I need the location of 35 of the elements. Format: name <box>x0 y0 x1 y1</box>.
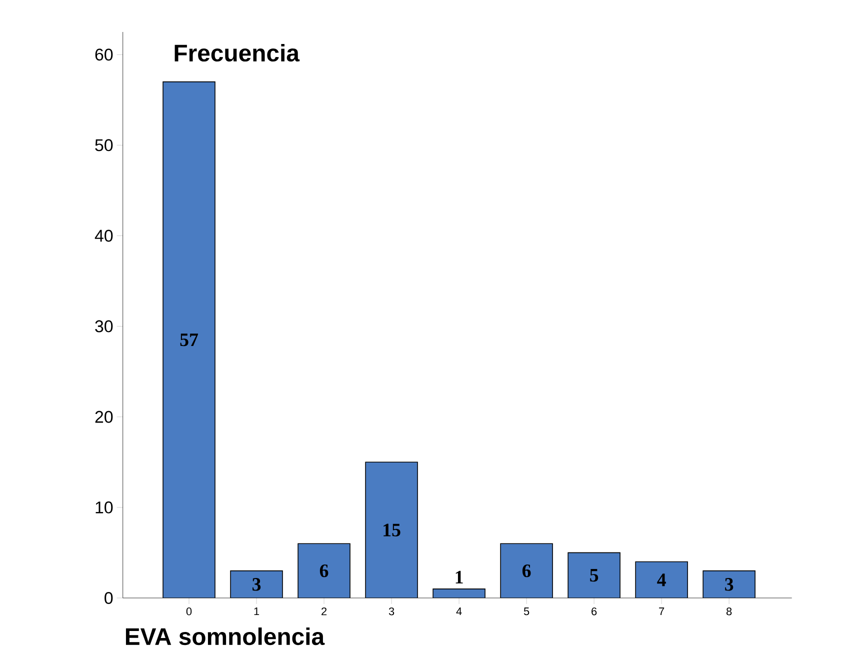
bar <box>568 552 620 598</box>
x-tick-label: 2 <box>322 608 327 616</box>
y-tick-label: 50 <box>95 139 113 152</box>
data-label: 5 <box>590 569 598 582</box>
data-label: 6 <box>320 564 328 578</box>
bar <box>230 570 283 598</box>
data-label: 3 <box>725 578 734 591</box>
x-tick-label: 3 <box>388 608 394 616</box>
y-tick-label: 30 <box>95 320 113 332</box>
bar <box>365 462 418 598</box>
y-axis-title: Frecuencia <box>174 44 300 62</box>
y-tick-label: 60 <box>95 48 113 61</box>
x-tick-label: 7 <box>659 608 664 616</box>
data-label: 1 <box>456 570 463 584</box>
bar <box>162 81 216 598</box>
x-tick-label: 1 <box>254 608 260 616</box>
data-label: 15 <box>384 524 400 536</box>
data-label: 57 <box>180 334 198 346</box>
bar <box>500 543 553 598</box>
bar <box>702 570 756 598</box>
y-tick-label: 40 <box>94 230 113 242</box>
y-tick-label: 20 <box>95 410 113 423</box>
data-label: 4 <box>657 574 666 586</box>
data-label: 6 <box>522 564 531 578</box>
x-axis-title: EVA somnolencia <box>126 628 325 646</box>
bar <box>635 561 688 598</box>
x-tick-label: 8 <box>726 608 732 616</box>
y-tick-label: 0 <box>104 592 113 604</box>
x-tick-label: 5 <box>524 608 530 616</box>
bar <box>298 543 350 598</box>
y-tick-label: 10 <box>96 501 113 514</box>
x-tick-label: 6 <box>592 608 597 616</box>
x-tick-label: 4 <box>456 608 462 616</box>
data-label: 3 <box>252 578 261 591</box>
x-tick-label: 0 <box>186 608 192 616</box>
